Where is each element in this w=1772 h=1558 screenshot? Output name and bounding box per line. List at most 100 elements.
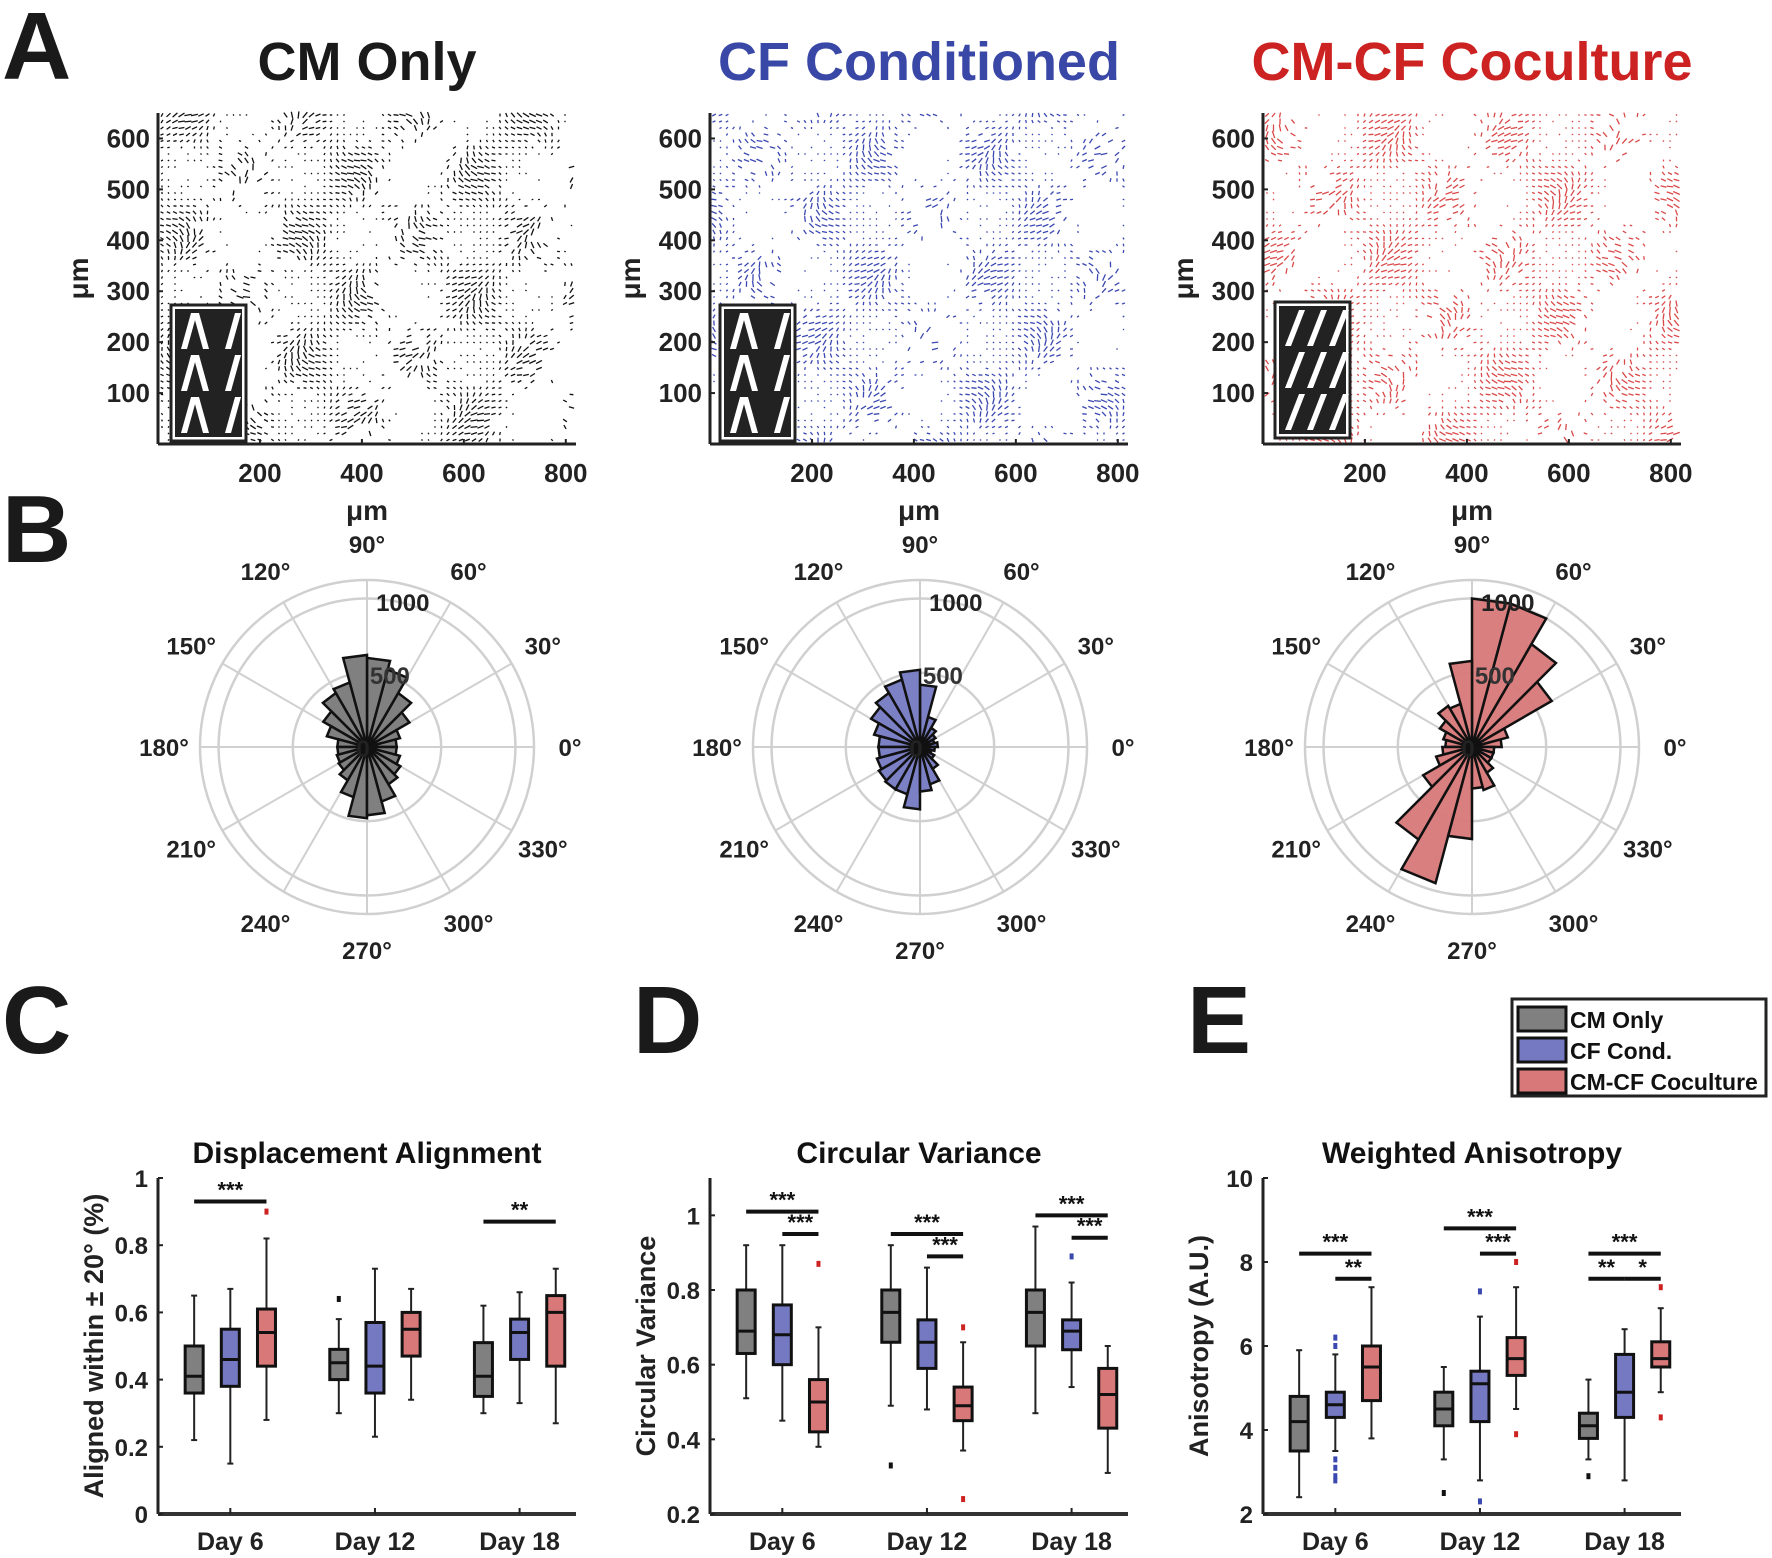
displacement-vector xyxy=(317,432,319,435)
displacement-vector xyxy=(432,236,438,241)
displacement-vector xyxy=(360,399,367,403)
displacement-vector xyxy=(991,178,996,182)
displacement-vector xyxy=(712,185,716,188)
displacement-vector xyxy=(1569,314,1576,319)
displacement-vector xyxy=(808,222,815,229)
displacement-vector xyxy=(470,425,478,429)
displacement-vector xyxy=(803,126,807,130)
y-tick-label: 400 xyxy=(107,225,150,255)
displacement-vector xyxy=(1380,372,1388,378)
displacement-vector xyxy=(271,204,274,208)
displacement-vector xyxy=(1485,399,1491,403)
displacement-vector xyxy=(823,153,826,155)
displacement-vector xyxy=(966,309,969,311)
displacement-vector xyxy=(823,250,826,253)
displacement-vector xyxy=(205,119,210,124)
displacement-vector xyxy=(535,113,543,117)
displacement-vector xyxy=(1266,211,1268,214)
displacement-vector xyxy=(1414,243,1419,247)
displacement-vector xyxy=(1467,295,1470,299)
displacement-vector xyxy=(1557,217,1562,221)
displacement-vector xyxy=(310,262,313,267)
displacement-vector xyxy=(1394,269,1400,273)
displacement-vector xyxy=(1480,439,1483,441)
displacement-vector xyxy=(1401,158,1406,163)
displacement-vector xyxy=(1427,412,1432,416)
displacement-vector xyxy=(244,151,249,157)
displacement-vector xyxy=(160,393,164,396)
displacement-vector xyxy=(270,243,275,247)
displacement-vector xyxy=(297,153,300,155)
displacement-vector xyxy=(1415,185,1418,188)
displacement-vector xyxy=(874,144,879,151)
displacement-vector xyxy=(1564,189,1568,197)
displacement-vector xyxy=(244,176,249,184)
displacement-vector xyxy=(848,373,853,377)
displacement-vector xyxy=(991,164,996,170)
displacement-vector xyxy=(1107,139,1114,143)
displacement-vector xyxy=(867,164,873,170)
displacement-vector xyxy=(810,380,813,383)
displacement-vector xyxy=(1531,172,1536,175)
displacement-vector xyxy=(1473,366,1477,371)
displacement-vector xyxy=(459,314,463,319)
displacement-vector xyxy=(1531,341,1536,344)
displacement-vector xyxy=(1031,140,1034,142)
displacement-vector xyxy=(160,366,164,371)
displacement-vector xyxy=(308,230,315,234)
displacement-vector xyxy=(1434,430,1438,437)
displacement-vector xyxy=(271,393,274,396)
displacement-vector xyxy=(361,321,366,325)
displacement-vector xyxy=(1362,380,1367,383)
displacement-vector xyxy=(498,146,502,149)
displacement-vector xyxy=(381,425,385,429)
displacement-vector xyxy=(875,328,878,331)
displacement-vector xyxy=(277,191,281,195)
displacement-vector xyxy=(1264,236,1270,241)
displacement-vector xyxy=(420,328,424,331)
displacement-vector xyxy=(1486,341,1490,344)
displacement-vector xyxy=(1505,241,1510,249)
displacement-vector xyxy=(1551,223,1555,228)
displacement-vector xyxy=(933,308,937,312)
displacement-vector xyxy=(926,113,931,117)
displacement-vector xyxy=(979,322,982,324)
displacement-vector xyxy=(816,425,820,429)
displacement-vector xyxy=(1395,229,1399,235)
displacement-vector xyxy=(1545,223,1548,228)
displacement-vector xyxy=(1049,353,1055,358)
displacement-vector xyxy=(990,262,997,267)
displacement-vector xyxy=(244,169,249,178)
displacement-vector xyxy=(1270,137,1277,145)
displacement-vector xyxy=(160,334,164,338)
displacement-vector xyxy=(511,327,515,332)
displacement-vector xyxy=(771,198,774,201)
displacement-vector xyxy=(880,256,886,260)
displacement-vector xyxy=(1076,113,1080,117)
displacement-vector xyxy=(1486,412,1490,416)
panel-letter-c: C xyxy=(2,967,71,1074)
displacement-vector xyxy=(309,241,314,249)
displacement-vector xyxy=(1011,250,1015,253)
displacement-vector xyxy=(868,178,872,182)
displacement-vector xyxy=(803,432,807,435)
displacement-vector xyxy=(342,204,346,208)
displacement-vector xyxy=(861,157,866,164)
displacement-vector xyxy=(1597,439,1600,441)
displacement-vector xyxy=(881,294,885,300)
displacement-vector xyxy=(193,139,196,143)
displacement-vector xyxy=(310,289,313,292)
displacement-vector xyxy=(1024,133,1028,136)
displacement-vector xyxy=(1024,257,1028,259)
displacement-vector xyxy=(862,120,865,123)
displacement-vector xyxy=(1057,320,1060,326)
displacement-vector xyxy=(232,197,235,202)
displacement-vector xyxy=(291,400,293,402)
displacement-vector xyxy=(167,406,170,409)
displacement-vector xyxy=(485,300,489,307)
displacement-vector xyxy=(1480,119,1483,124)
displacement-vector xyxy=(1356,380,1360,383)
displacement-vector xyxy=(1511,392,1517,397)
displacement-vector xyxy=(764,261,768,268)
